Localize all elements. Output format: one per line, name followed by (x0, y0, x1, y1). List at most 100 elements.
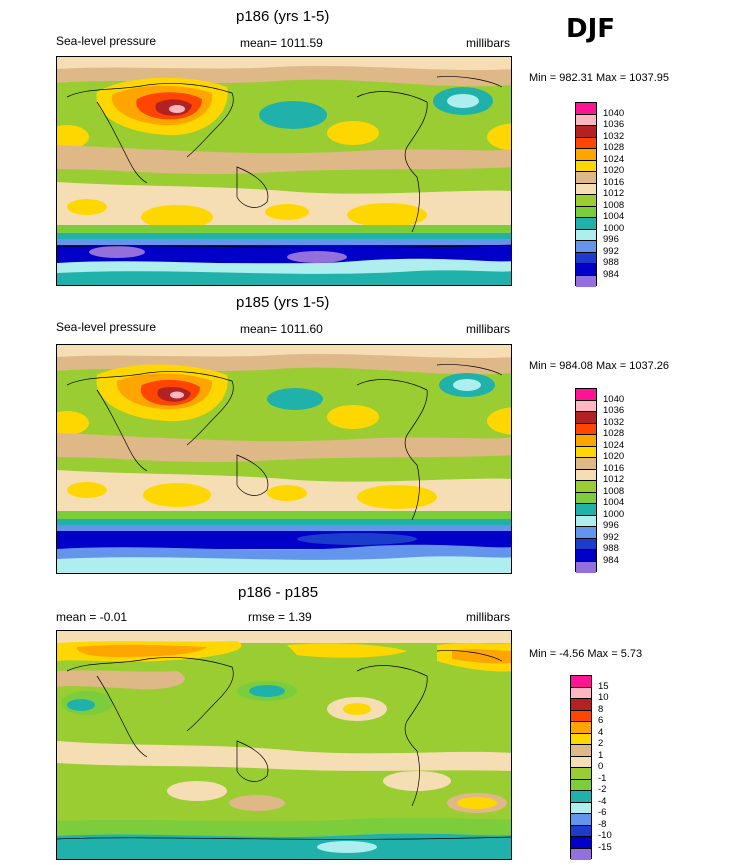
panel3-colorbar-swatch (571, 699, 591, 711)
panel2-map (56, 344, 512, 574)
panel1-colorbar-swatch (576, 275, 596, 287)
panel1-colorbar-swatch (576, 195, 596, 207)
panel3-colorbar-level: -8 (598, 818, 607, 830)
panel3-colorbar-level: 1 (598, 749, 604, 761)
panel3-colorbar-swatch (571, 791, 591, 803)
panel1-colorbar-swatch (576, 241, 596, 253)
panel2-colorbar-level: 1012 (603, 474, 625, 485)
panel1-colorbar-level: 1008 (603, 199, 625, 211)
panel3-colorbar-level: 10 (598, 692, 609, 703)
panel2-colorbar-swatch (576, 389, 596, 401)
panel2-colorbar-level: 1000 (603, 508, 625, 520)
panel1-colorbar-swatch (576, 126, 596, 138)
panel2-mean-label: mean= 1011.60 (240, 322, 323, 336)
panel2-title: p185 (yrs 1-5) (236, 294, 330, 311)
panel1-colorbar-level: 1000 (603, 222, 625, 234)
panel2-colorbar-swatch (576, 492, 596, 504)
panel1-colorbar-swatch (576, 183, 596, 195)
panel3-colorbar-level: -15 (598, 841, 612, 853)
panel3-colorbar-level: 6 (598, 715, 604, 726)
panel2-variable-label: Sea-level pressure (56, 320, 157, 334)
panel1-colorbar-level: 1036 (603, 119, 625, 130)
panel2-units-label: millibars (466, 322, 511, 336)
panel2-colorbar-swatch (576, 412, 596, 424)
panel2-colorbar-level: 1024 (603, 439, 625, 451)
panel2-colorbar-swatch (576, 481, 596, 493)
panel3-rmse-label: rmse = 1.39 (248, 610, 312, 624)
panel2-colorbar-level: 1040 (603, 393, 625, 405)
panel2-colorbar-swatch (576, 561, 596, 573)
panel3-colorbar-swatches (570, 675, 592, 860)
panel2-colorbar-level: 1008 (603, 485, 625, 497)
panel2-colorbar-swatch (576, 435, 596, 447)
panel3-colorbar-swatch (571, 848, 591, 860)
panel1-colorbar-level: 1016 (603, 176, 625, 188)
panel3-colorbar-swatch (571, 733, 591, 745)
panel1-colorbar-level: 996 (603, 234, 619, 245)
panel3-colorbar-swatch (571, 756, 591, 768)
panel1-colorbar-swatch (576, 103, 596, 115)
panel1-map (56, 56, 512, 286)
panel1-colorbar-swatch (576, 218, 596, 230)
panel3-colorbar-level: 0 (598, 761, 604, 772)
panel2-colorbar-level: 996 (603, 520, 619, 531)
panel3-title: p186 - p185 (238, 584, 319, 601)
panel1-colorbar-level: 1020 (603, 165, 625, 176)
panel3-colorbar-swatch (571, 837, 591, 849)
panel1-colorbar-level: 1032 (603, 130, 625, 142)
panel1-colorbar-level: 1040 (603, 107, 625, 119)
panel1-colorbar-level: 1028 (603, 142, 625, 153)
panel1-colorbar-swatches (575, 102, 597, 287)
panel1-colorbar-swatch (576, 252, 596, 264)
panel3-map (56, 630, 512, 860)
panel3-colorbar-swatch (571, 745, 591, 757)
panel3-mean-label: mean = -0.01 (56, 610, 128, 624)
panel3-units-label: millibars (466, 610, 511, 624)
panel1-colorbar-level: 1012 (603, 188, 625, 199)
panel2-colorbar-swatch (576, 469, 596, 481)
panel2-colorbar-level: 988 (603, 543, 619, 554)
panel3-colorbar-swatch (571, 710, 591, 722)
panel1-colorbar-swatch (576, 206, 596, 218)
panel1-mean-label: mean= 1011.59 (240, 36, 323, 50)
panel1-colorbar-level: 1024 (603, 153, 625, 165)
panel1-units-label: millibars (466, 36, 511, 50)
panel1-colorbar-swatch (576, 114, 596, 126)
panel3-colorbar-swatch (571, 676, 591, 688)
panel3-colorbar-level: -1 (598, 772, 607, 784)
panel3-colorbar-level: -4 (598, 795, 607, 807)
panel2-colorbar-level: 1028 (603, 428, 625, 439)
panel2-colorbar-swatch (576, 527, 596, 539)
panel1-colorbar-swatch (576, 229, 596, 241)
panel1-variable-label: Sea-level pressure (56, 34, 157, 48)
panel2-colorbar-swatch (576, 538, 596, 550)
panel2-colorbar-swatch (576, 515, 596, 527)
panel3-colorbar-swatch (571, 768, 591, 780)
panel1-colorbar-swatch (576, 264, 596, 276)
panel3-colorbar-level: 4 (598, 726, 604, 738)
panel3-colorbar-swatch (571, 814, 591, 826)
panel2-colorbar-level: 1016 (603, 462, 625, 474)
panel2-colorbar-swatch (576, 458, 596, 470)
panel3-colorbar-swatch (571, 687, 591, 699)
panel2-colorbar-level: 1036 (603, 405, 625, 416)
panel3-colorbar-swatch (571, 825, 591, 837)
panel2-colorbar-level: 1004 (603, 497, 625, 508)
panel2-colorbar-level: 984 (603, 554, 619, 566)
panel1-colorbar-level: 992 (603, 245, 619, 257)
panel2-colorbar-swatches (575, 388, 597, 573)
panel3-colorbar-level: 2 (598, 738, 604, 749)
panel2-colorbar-swatch (576, 400, 596, 412)
panel2-minmax-label: Min = 984.08 Max = 1037.26 (529, 360, 670, 372)
panel3-colorbar-level: 8 (598, 703, 604, 715)
panel1-colorbar-level: 988 (603, 257, 619, 268)
panel1-colorbar-swatch (576, 149, 596, 161)
panel2-colorbar-level: 1020 (603, 451, 625, 462)
panel1-colorbar-level: 984 (603, 268, 619, 280)
panel3-colorbar-level: -10 (598, 830, 612, 841)
panel2-colorbar-level: 992 (603, 531, 619, 543)
panel2-colorbar-swatch (576, 446, 596, 458)
panel3-colorbar-level: 15 (598, 680, 609, 692)
panel1-minmax-label: Min = 982.31 Max = 1037.95 (529, 72, 670, 84)
panel1-colorbar-level: 1004 (603, 211, 625, 222)
